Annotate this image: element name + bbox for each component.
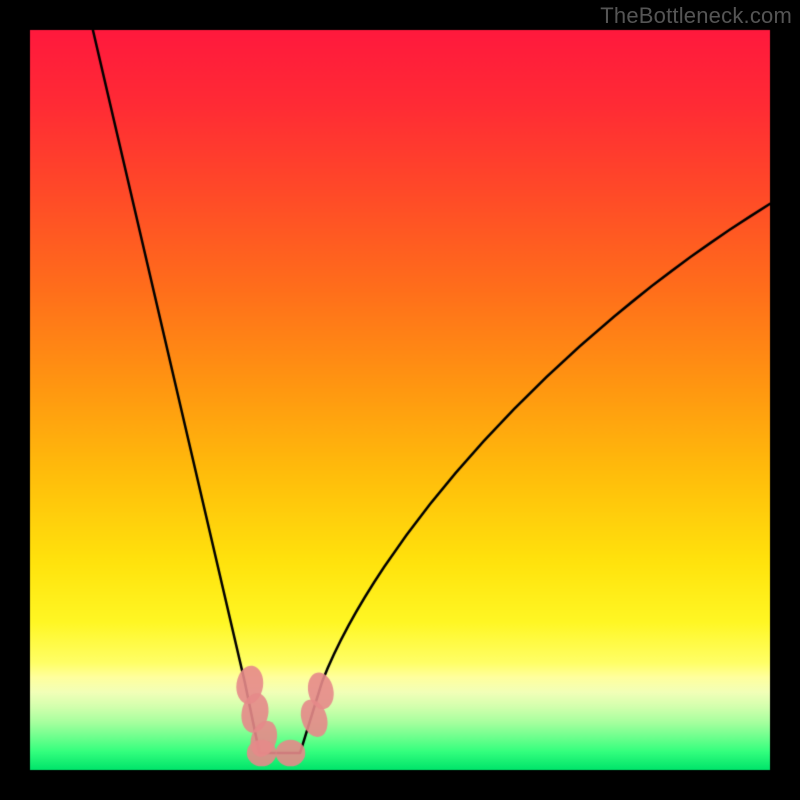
watermark-label: TheBottleneck.com <box>600 3 792 29</box>
bottleneck-chart-canvas <box>0 0 800 800</box>
